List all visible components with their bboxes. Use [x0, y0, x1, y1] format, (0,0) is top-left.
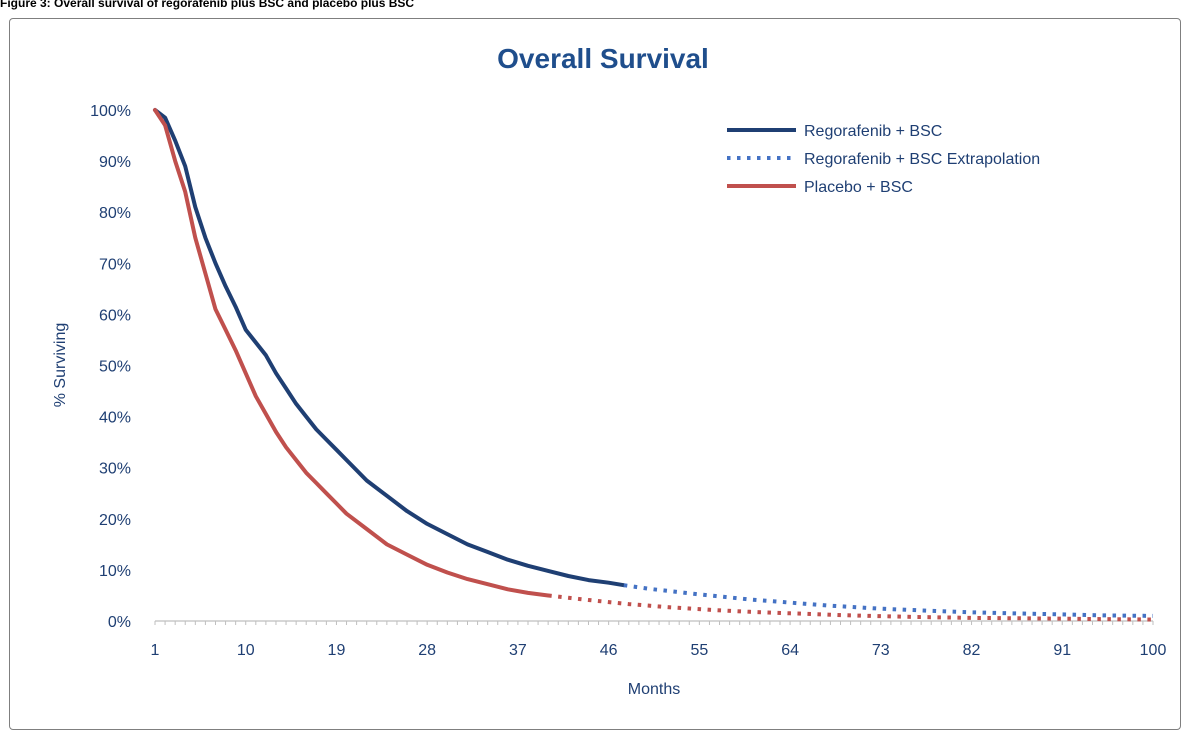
series-layer	[153, 108, 1154, 622]
series-line-2	[153, 108, 551, 598]
x-tick-label: 37	[509, 642, 527, 659]
legend-label: Regorafenib + BSC Extrapolation	[804, 151, 1040, 168]
y-tick-label: 90%	[99, 154, 131, 171]
y-tick-label: 100%	[90, 103, 131, 120]
x-tick-label: 91	[1053, 642, 1071, 659]
x-tick-label: 19	[328, 642, 346, 659]
y-tick-label: 50%	[99, 359, 131, 376]
series-line-3	[547, 593, 1154, 622]
x-tick-label: 55	[690, 642, 708, 659]
x-tick-label: 82	[963, 642, 981, 659]
x-tick-label: 28	[418, 642, 436, 659]
legend-label: Placebo + BSC	[804, 179, 913, 196]
legend-label: Regorafenib + BSC	[804, 123, 942, 140]
series-line-0	[153, 108, 626, 588]
y-tick-label: 80%	[99, 205, 131, 222]
series-line-1	[623, 583, 1154, 618]
x-tick-label: 10	[237, 642, 255, 659]
x-tick-label: 100	[1140, 642, 1167, 659]
y-tick-label: 20%	[99, 512, 131, 529]
y-tick-label: 60%	[99, 307, 131, 324]
figure-caption: Figure 3: Overall survival of regorafeni…	[0, 0, 415, 10]
x-tick-label: 46	[600, 642, 618, 659]
y-tick-label: 40%	[99, 410, 131, 427]
x-tick-label: 73	[872, 642, 890, 659]
axes: 1 10 19 28 37 46 55 64 73 82 91 100 0% 10% 20% 30% 40% 50…	[90, 103, 1166, 659]
x-axis-title: Months	[628, 681, 680, 698]
x-tick-label: 64	[781, 642, 799, 659]
x-tick-label: 1	[151, 642, 160, 659]
y-tick-label: 10%	[99, 563, 131, 580]
legend: Regorafenib + BSC Regorafenib + BSC Extra…	[727, 123, 1040, 196]
y-axis-title: % Surviving	[52, 323, 69, 407]
chart-title: Overall Survival	[497, 43, 709, 74]
y-tick-label: 70%	[99, 256, 131, 273]
y-tick-label: 0%	[108, 614, 131, 631]
y-tick-label: 30%	[99, 461, 131, 478]
